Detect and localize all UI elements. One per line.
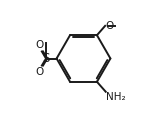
Text: O: O xyxy=(36,67,44,77)
Text: S: S xyxy=(42,52,50,65)
Text: O: O xyxy=(36,40,44,50)
Text: O: O xyxy=(105,21,114,31)
Text: NH₂: NH₂ xyxy=(106,92,126,102)
